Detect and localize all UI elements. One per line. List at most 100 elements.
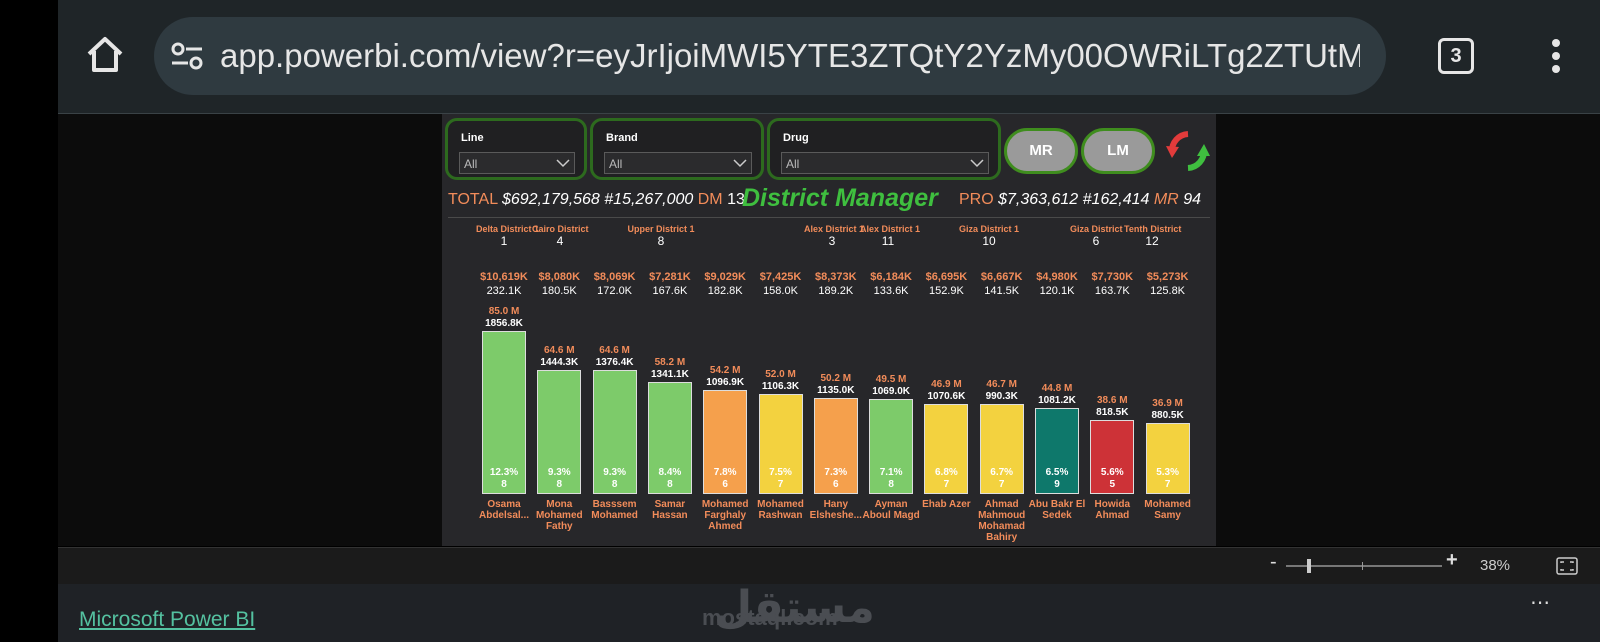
bar[interactable]: [592, 370, 637, 494]
slicer-drug-dropdown[interactable]: All: [781, 152, 989, 174]
lm-button[interactable]: LM: [1081, 128, 1155, 174]
zoom-out-button[interactable]: -: [1270, 551, 1277, 573]
footer: Microsoft Power BI مستقل mostaql.com ⋯: [58, 583, 1600, 642]
powerbi-link[interactable]: Microsoft Power BI: [79, 608, 256, 631]
bar[interactable]: [537, 370, 582, 494]
bar-value-label: 46.7 M: [986, 379, 1017, 391]
bar-units-label: 1135.0K: [817, 384, 855, 396]
avg-units-label: 133.6K: [873, 285, 909, 297]
bar-category-label: Howida Ahmad: [1094, 499, 1131, 521]
bar-mr-count: 8: [501, 479, 507, 490]
district-number: 4: [556, 234, 564, 248]
zoom-in-button[interactable]: +: [1446, 549, 1458, 571]
bar[interactable]: [758, 394, 803, 494]
bar-share-label: 7.3%: [824, 467, 848, 478]
bar[interactable]: [1145, 423, 1190, 494]
bar-mr-count: 8: [556, 479, 563, 490]
district-name: Alex District 1: [804, 224, 865, 234]
bar[interactable]: [647, 382, 692, 494]
address-bar[interactable]: app.powerbi.com/view?r=eyJrIjoiMWI5YTE3Z…: [154, 17, 1386, 95]
more-options-icon[interactable]: ⋯: [1530, 592, 1551, 614]
url-text[interactable]: app.powerbi.com/view?r=eyJrIjoiMWI5YTE3Z…: [220, 37, 1360, 74]
bar[interactable]: [703, 390, 748, 494]
avg-sales-label: $8,373K: [815, 271, 857, 283]
avg-units-label: 141.5K: [984, 285, 1020, 297]
site-settings-icon[interactable]: [170, 41, 204, 71]
bar-value-label: 85.0 M: [488, 306, 520, 317]
divider: [448, 217, 1210, 218]
avg-units-label: 172.0K: [597, 285, 633, 297]
bar-share-label: 7.8%: [713, 467, 737, 478]
bar[interactable]: [1035, 408, 1079, 494]
district-number: 11: [881, 234, 895, 248]
bar-mr-count: 6: [833, 479, 839, 490]
zoom-slider-handle[interactable]: [1307, 559, 1312, 573]
avg-sales-label: $7,281K: [649, 271, 691, 283]
bar-category-label: Mohamed Farghaly Ahmed: [701, 499, 749, 532]
zoom-slider-tick: [1362, 562, 1363, 570]
mr-button[interactable]: MR: [1004, 128, 1078, 174]
kpi-total-value: $692,179,568: [501, 191, 600, 208]
kpi-total-label: TOTAL: [448, 191, 498, 208]
kpi-pro: PRO $7,363,612 #162,414 MR 94: [959, 191, 1201, 209]
avg-sales-label: $7,425K: [759, 271, 802, 283]
bar-units-label: 1341.1K: [650, 369, 689, 381]
bar-mr-count: 7: [1164, 479, 1171, 490]
slicer-brand-value: All: [609, 157, 623, 171]
bar-category-label: Ehab Azer: [922, 499, 971, 510]
bar[interactable]: [924, 404, 969, 494]
bar-category-label: Ayman Aboul Magd: [862, 499, 920, 521]
bar-units-label: 1856.8K: [485, 318, 523, 329]
avg-sales-label: $6,695K: [925, 271, 968, 283]
avg-sales-label: $6,184K: [870, 271, 912, 283]
fit-to-page-icon[interactable]: [1556, 557, 1578, 575]
bar-mr-count: 9: [1054, 479, 1060, 490]
slicer-line-value: All: [464, 157, 478, 171]
bar-mr-count: 7: [998, 479, 1005, 490]
bar-value-label: 38.6 M: [1097, 394, 1128, 406]
slicer-line-dropdown[interactable]: All: [459, 152, 575, 174]
bar-share-label: 7.5%: [769, 467, 792, 478]
bar[interactable]: [869, 399, 914, 494]
avg-sales-label: $8,080K: [538, 271, 581, 283]
refresh-icon[interactable]: [1164, 128, 1212, 174]
bar[interactable]: [813, 397, 858, 494]
bar-category-label: Mona Mohamed Fathy: [535, 499, 583, 532]
tab-switcher-button[interactable]: 3: [1438, 38, 1474, 74]
bar-value-label: 46.9 M: [931, 379, 962, 391]
browser-toolbar: app.powerbi.com/view?r=eyJrIjoiMWI5YTE3Z…: [58, 0, 1600, 114]
bar[interactable]: [1090, 419, 1135, 494]
bar[interactable]: [482, 331, 526, 494]
slicer-drug: Drug All: [767, 118, 1001, 180]
bar-mr-count: 8: [611, 479, 618, 490]
bar-category-label: Basssem Mohamed: [591, 499, 638, 521]
bar-value-label: 49.5 M: [875, 374, 907, 386]
bar-share-label: 5.6%: [1100, 467, 1124, 478]
bar-share-label: 12.3%: [489, 467, 519, 478]
avg-sales-label: $5,273K: [1146, 271, 1189, 283]
district-name: Upper District 1: [627, 224, 695, 234]
bar-share-label: 7.1%: [879, 467, 903, 478]
bar-units-label: 1070.6K: [927, 391, 966, 403]
district-name: Giza District 1: [959, 224, 1020, 234]
slicer-brand-dropdown[interactable]: All: [604, 152, 752, 174]
bar-value-label: 36.9 M: [1152, 398, 1183, 410]
zoom-slider[interactable]: [1286, 559, 1442, 573]
avg-sales-label: $4,980K: [1036, 271, 1078, 283]
bar-value-label: 64.6 M: [599, 345, 630, 357]
bar[interactable]: [979, 404, 1024, 494]
bar-value-label: 52.0 M: [765, 369, 796, 381]
avg-units-label: 232.1K: [486, 285, 522, 297]
avg-units-label: 189.2K: [818, 285, 854, 297]
home-icon[interactable]: [84, 33, 126, 75]
avg-sales-label: $6,667K: [980, 271, 1023, 283]
bar-share-label: 6.7%: [990, 467, 1014, 478]
kpi-dm-count: 13: [727, 191, 745, 208]
chevron-down-icon: [556, 159, 570, 168]
avg-sales-label: $9,029K: [704, 271, 746, 283]
zoom-level: 38%: [1480, 557, 1511, 574]
bar-category-label: Samar Hassan: [652, 499, 688, 521]
district-number: 10: [982, 234, 996, 248]
more-vertical-icon[interactable]: [1546, 38, 1566, 74]
district-number: 3: [828, 234, 836, 248]
